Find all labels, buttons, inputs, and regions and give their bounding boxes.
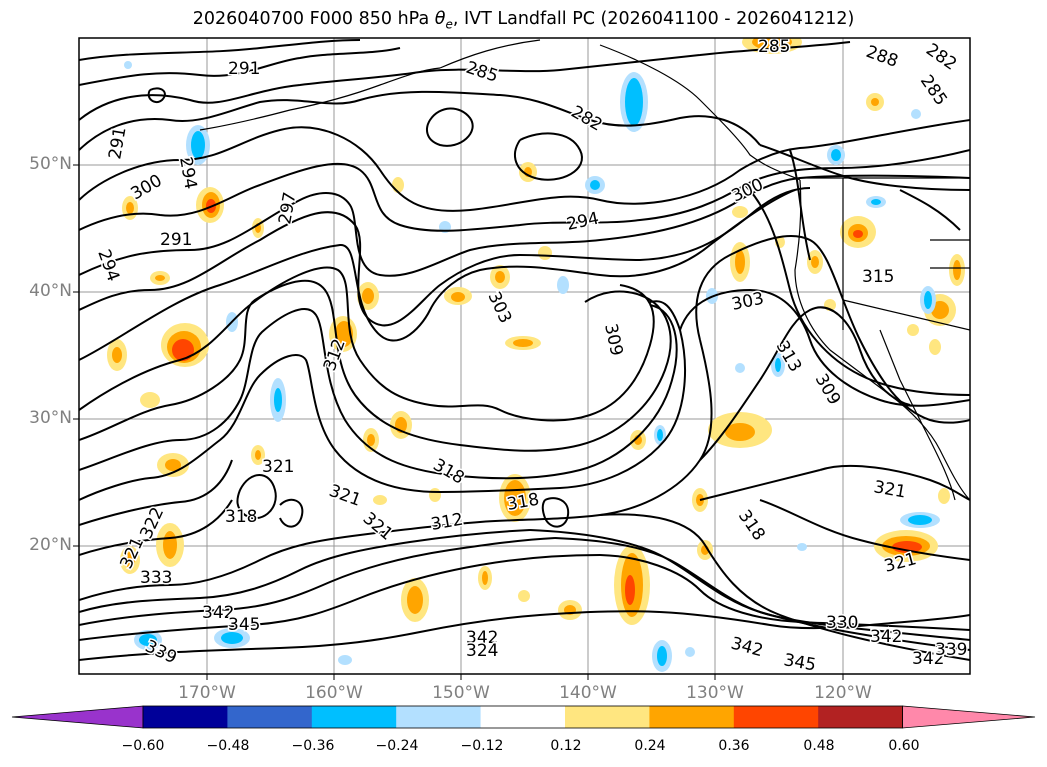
contour-label: 291: [228, 59, 260, 79]
contour-label: 345: [782, 650, 817, 675]
contour-label: 315: [862, 267, 894, 287]
map-title: 2026040700 F000 850 hPa θe, IVT Landfall…: [0, 9, 1047, 32]
lon-label-130w: 130°W: [686, 683, 744, 703]
contour-label: 345: [228, 615, 260, 635]
contour-label: 342: [466, 628, 498, 648]
colorbar-segment: [480, 706, 566, 728]
colorbar-tick-label: −0.12: [460, 738, 504, 754]
coastline: [199, 39, 970, 501]
colorbar-tick-label: −0.60: [121, 738, 165, 754]
colorbar-segment: [227, 706, 313, 728]
lon-label-120w: 120°W: [814, 683, 872, 703]
map-panel: 291 285 285 288 282 285 282 291 294 300 …: [73, 37, 971, 680]
lat-label-50n: 50°N: [29, 154, 72, 174]
contour-label: 342: [870, 627, 902, 647]
contour-label: 318: [225, 507, 257, 527]
colorbar-tick-label: 0.48: [803, 738, 835, 754]
lon-label-170w: 170°W: [178, 683, 236, 703]
colorbar-tick-label: 0.24: [634, 738, 666, 754]
contour-label: 291: [160, 230, 192, 250]
map-background: [79, 38, 970, 674]
colorbar-segment: [143, 706, 228, 728]
title-suffix: , IVT Landfall PC (2026041100 - 20260412…: [452, 9, 855, 29]
colorbar-extend-high: [902, 705, 1036, 729]
colorbar-tick-label: 0.12: [550, 738, 582, 754]
colorbar-segment: [649, 706, 735, 728]
colorbar-extend-low: [11, 705, 144, 729]
axis-ticks: [73, 164, 844, 680]
colorbar-segment: [396, 706, 482, 728]
contour-label: 285: [758, 37, 790, 57]
lat-label-40n: 40°N: [29, 281, 72, 301]
theta-subscript: e: [445, 17, 453, 32]
colorbar: [11, 705, 1036, 729]
colorbar-tick-label: 0.60: [888, 738, 920, 754]
contour-label: 333: [140, 568, 172, 588]
contour-label: 339: [935, 640, 967, 660]
colorbar-tick-label: −0.36: [291, 738, 335, 754]
contour-label: 342: [912, 649, 944, 669]
colorbar-segment: [818, 706, 904, 728]
colorbar-border: [142, 705, 903, 729]
theta-symbol: θ: [434, 9, 446, 29]
contour-label: 321: [262, 457, 294, 477]
colorbar-tick-label: −0.24: [375, 738, 419, 754]
colorbar-tick-label: −0.48: [206, 738, 250, 754]
contour-label: 330: [826, 613, 858, 633]
lon-label-140w: 140°W: [559, 683, 617, 703]
theta-e-contours: [79, 39, 970, 661]
title-prefix: 2026040700 F000 850 hPa: [192, 9, 435, 29]
contour-label: 324: [466, 641, 498, 661]
map-frame: [78, 37, 971, 675]
colorbar-segment: [311, 706, 397, 728]
colorbar-tick-label: 0.36: [718, 738, 750, 754]
colorbar-segments: [11, 705, 1036, 729]
lon-label-160w: 160°W: [305, 683, 363, 703]
lat-label-30n: 30°N: [29, 408, 72, 428]
contour-label: 342: [202, 603, 234, 623]
colorbar-segment: [565, 706, 650, 728]
lon-label-150w: 150°W: [432, 683, 490, 703]
colorbar-segment: [733, 706, 819, 728]
lat-label-20n: 20°N: [29, 535, 72, 555]
